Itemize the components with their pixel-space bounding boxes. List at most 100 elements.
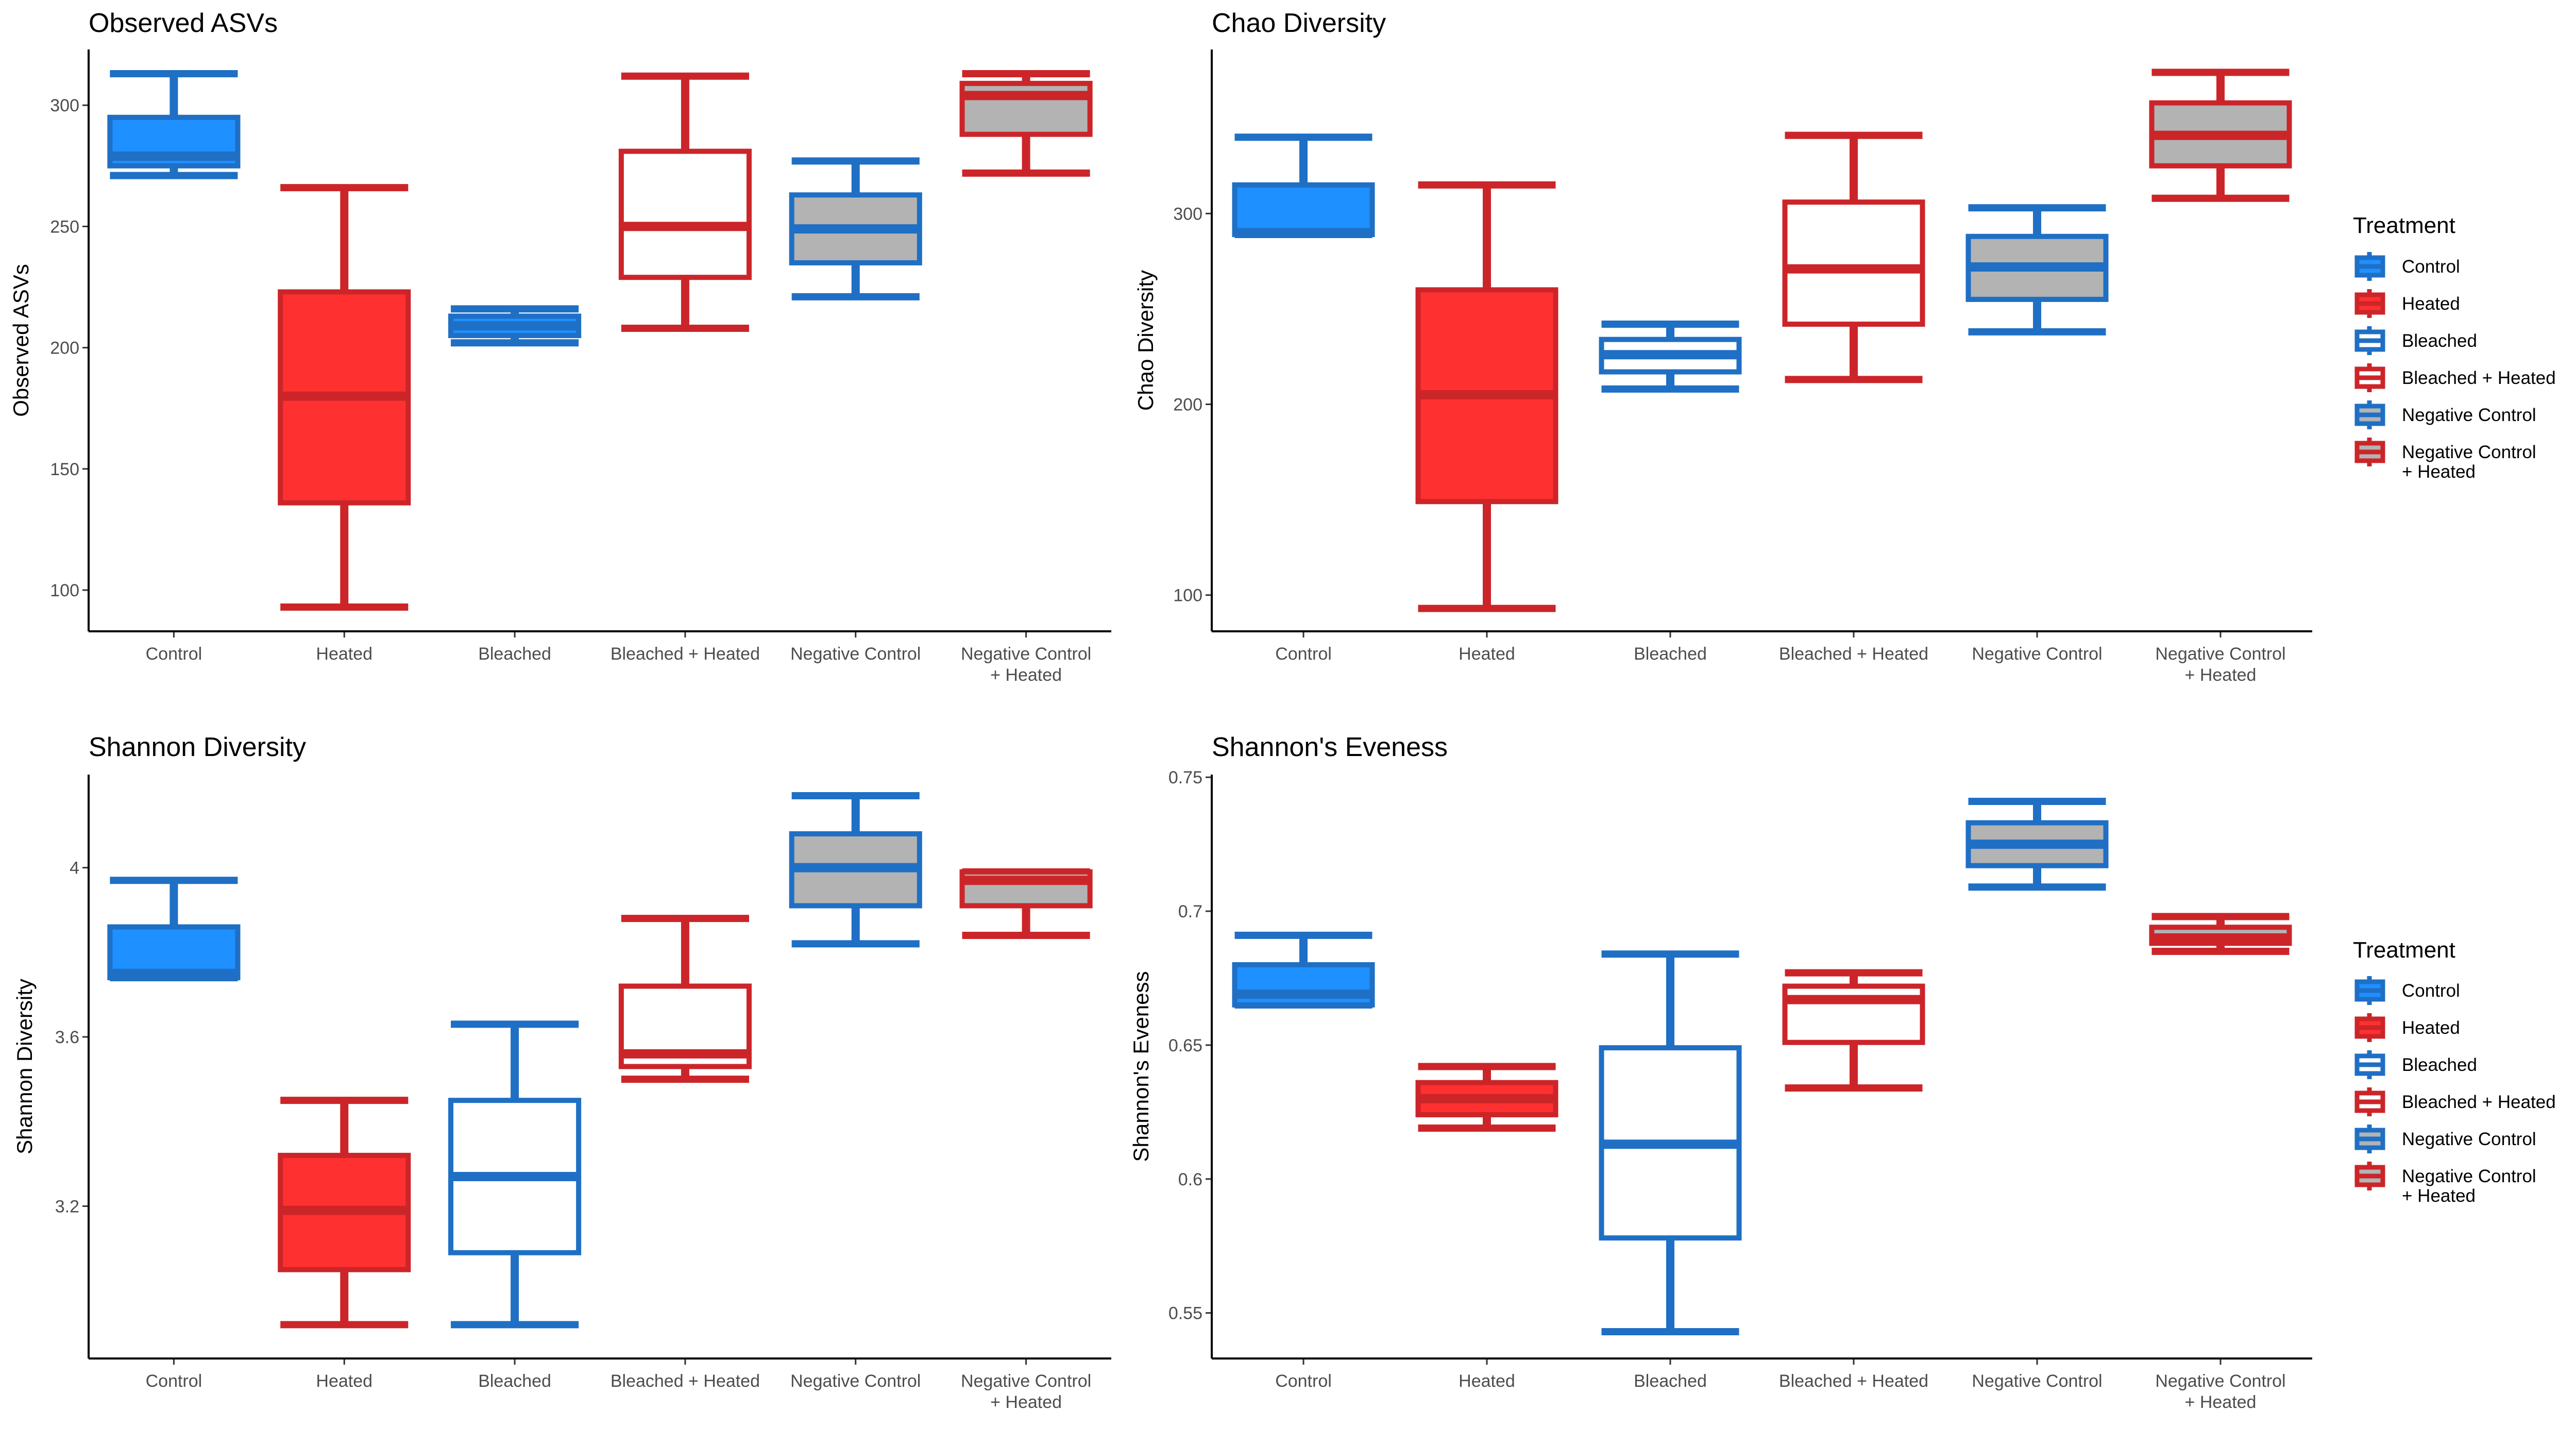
shannon-diversity-panel: Shannon Diversity Shannon Diversity 3.2 3.6…	[12, 732, 1111, 1412]
box-negative-control	[789, 157, 922, 300]
legend-label: + Heated	[2402, 462, 2476, 482]
box-heated	[1415, 1063, 1558, 1132]
x-tick-label: Control	[1275, 1371, 1332, 1391]
box-iqr	[1232, 962, 1375, 1008]
x-tick-label: Negative Control	[961, 644, 1091, 664]
y-tick-label: 150	[50, 460, 79, 479]
legend-entry: Control	[2354, 976, 2460, 1005]
box-negative-control-heated	[959, 868, 1093, 939]
panel-title: Chao Diversity	[1212, 8, 1386, 38]
legend-entry: Negative Control	[2354, 400, 2536, 429]
legend-label: Bleached + Heated	[2402, 1092, 2556, 1112]
y-tick-label: 0.75	[1168, 768, 1202, 787]
box-iqr	[1782, 983, 1925, 1045]
box-heated	[278, 1097, 411, 1329]
treatment-legend-bottom: Treatment Control Heated Bleached Bleached +…	[2353, 937, 2556, 1206]
box-control	[1232, 133, 1375, 239]
y-axis-title: Observed ASVs	[9, 264, 33, 416]
x-tick-label: Negative Control	[961, 1371, 1091, 1391]
y-tick-label: 3.2	[55, 1197, 79, 1216]
observed-asvs-panel: Observed ASVs Observed ASVs 100 150 200 250 30…	[9, 8, 1111, 685]
panel-title: Shannon's Eveness	[1212, 732, 1448, 762]
box-heated	[1415, 181, 1558, 612]
legend-label: Negative Control	[2402, 1166, 2536, 1186]
y-tick-label: 300	[50, 96, 79, 115]
y-tick-label: 0.65	[1168, 1036, 1202, 1055]
box-control	[107, 70, 241, 179]
x-tick-label: Bleached	[1634, 644, 1707, 664]
legend-label: Control	[2402, 981, 2460, 1001]
legend-label: + Heated	[2402, 1186, 2476, 1206]
legend-label: Negative Control	[2402, 405, 2536, 425]
box-negative-control	[789, 792, 922, 948]
x-tick-label: Control	[146, 644, 202, 664]
panel-title: Observed ASVs	[89, 8, 278, 38]
y-axis-title: Shannon Diversity	[12, 979, 37, 1154]
shannons-eveness-panel: Shannon's Eveness Shannon's Eveness 0.55 0.…	[1129, 732, 2312, 1412]
y-tick-label: 200	[1173, 395, 1202, 415]
legend-entry: Control	[2354, 252, 2460, 281]
x-tick-label: Negative Control	[2155, 1371, 2285, 1391]
x-tick-label: Heated	[316, 1371, 372, 1391]
panel-title: Shannon Diversity	[89, 732, 306, 762]
x-tick-label: Negative Control	[790, 1371, 921, 1391]
x-tick-label: Negative Control	[1972, 644, 2102, 664]
y-tick-label: 0.6	[1178, 1170, 1202, 1189]
legend-entry: Negative Control	[2354, 1125, 2536, 1153]
box-control	[107, 877, 241, 982]
box-bleached	[448, 305, 582, 347]
y-tick-label: 300	[1173, 204, 1202, 224]
box-iqr	[1232, 182, 1375, 238]
x-tick-label: + Heated	[2185, 665, 2257, 685]
box-bleached	[1599, 950, 1742, 1336]
y-tick-label: 250	[50, 217, 79, 237]
legend-entry: Bleached + Heated	[2354, 363, 2556, 392]
box-bleached	[1599, 321, 1742, 393]
y-tick-label: 100	[1173, 586, 1202, 606]
x-tick-label: Heated	[316, 644, 372, 664]
x-tick-label: Bleached	[478, 644, 551, 664]
box-bleached-heated	[1782, 131, 1925, 383]
box-negative-control	[1965, 797, 2109, 891]
box-iqr	[1782, 199, 1925, 327]
legend-entry: Bleached	[2354, 1050, 2477, 1079]
x-tick-label: Control	[146, 1371, 202, 1391]
box-heated	[278, 184, 411, 611]
legend-label: Bleached	[2402, 1055, 2477, 1075]
box-control	[1232, 931, 1375, 1009]
y-tick-label: 200	[50, 339, 79, 358]
y-tick-label: 100	[50, 581, 79, 600]
box-negative-control-heated	[959, 70, 1093, 177]
box-negative-control-heated	[2149, 69, 2292, 202]
treatment-legend-top: Treatment Control Heated Bleached Bleached +…	[2353, 213, 2556, 482]
box-negative-control	[1965, 204, 2109, 335]
legend-label: Control	[2402, 257, 2460, 277]
x-tick-label: Bleached + Heated	[1779, 644, 1928, 664]
legend-title: Treatment	[2353, 213, 2455, 238]
x-tick-label: Heated	[1459, 1371, 1515, 1391]
box-bleached-heated	[618, 915, 752, 1083]
legend-entry: Bleached	[2354, 326, 2477, 355]
y-tick-label: 4	[70, 859, 79, 878]
legend-entry: Negative Control+ Heated	[2354, 1162, 2536, 1206]
box-negative-control-heated	[2149, 913, 2292, 955]
x-tick-label: + Heated	[2185, 1392, 2257, 1412]
legend-label: Negative Control	[2402, 1129, 2536, 1149]
x-tick-label: Bleached	[478, 1371, 551, 1391]
y-tick-label: 0.55	[1168, 1304, 1202, 1323]
y-tick-label: 3.6	[55, 1028, 79, 1047]
legend-label: Negative Control	[2402, 442, 2536, 462]
legend-entry: Negative Control+ Heated	[2354, 438, 2536, 482]
box-iqr	[618, 148, 752, 280]
legend-label: Heated	[2402, 1018, 2460, 1038]
chao-diversity-panel: Chao Diversity Chao Diversity 100 200 300 Con…	[1133, 8, 2312, 685]
x-tick-label: Bleached + Heated	[611, 644, 760, 664]
y-axis-title: Shannon's Eveness	[1129, 971, 1153, 1162]
x-tick-label: + Heated	[990, 1392, 1062, 1412]
x-tick-label: Negative Control	[2155, 644, 2285, 664]
box-bleached	[448, 1020, 582, 1329]
y-tick-label: 0.7	[1178, 902, 1202, 921]
legend-label: Heated	[2402, 294, 2460, 314]
x-tick-label: Control	[1275, 644, 1332, 664]
